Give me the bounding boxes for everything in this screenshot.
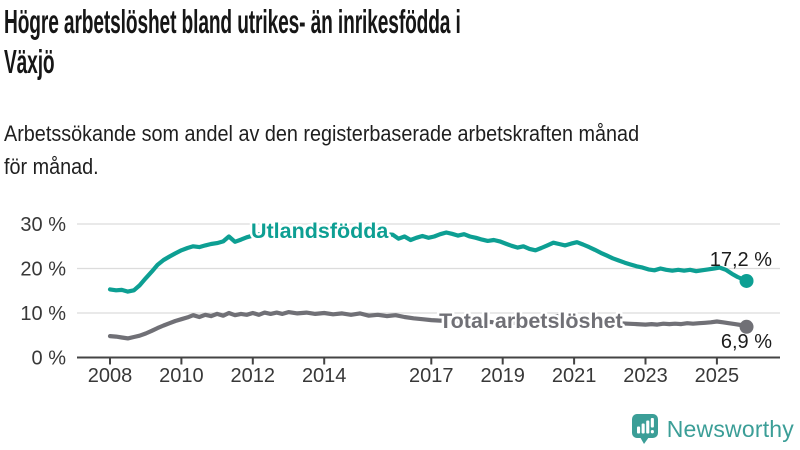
logo-bar-small	[636, 426, 640, 433]
logo-exclamation-dot	[650, 429, 654, 433]
y-axis-tick-label: 0 %	[32, 348, 67, 370]
logo-exclamation-bar	[650, 417, 654, 427]
logo-bar-tall	[645, 420, 650, 433]
series-line-utlandsfodda	[107, 230, 749, 294]
page-title: Högre arbetslöshet bland utrikes- än inr…	[4, 2, 461, 82]
series-end-dot-utlandsfodda	[739, 273, 754, 288]
newsworthy-logo: Newsworthy	[631, 411, 794, 447]
logo-bar-medium	[641, 423, 645, 433]
y-axis-tick-label: 10 %	[20, 303, 66, 325]
series-end-value-label-total: 6,9 %	[721, 331, 772, 353]
y-axis-tick-label: 30 %	[20, 214, 66, 236]
series-inline-label-utlandsfodda: Utlandsfödda	[251, 219, 389, 243]
x-axis-tick-label: 2017	[409, 365, 454, 387]
series-inline-label-total: Total arbetslöshet	[439, 309, 623, 333]
title-line-1: Högre arbetslöshet bland utrikes- än inr…	[4, 3, 461, 40]
x-axis-tick-label: 2008	[88, 365, 133, 387]
subtitle-line-1: Arbetssökande som andel av den registerb…	[4, 121, 640, 146]
x-axis-tick-label: 2025	[695, 365, 740, 387]
x-axis-tick-label: 2014	[302, 365, 347, 387]
newsworthy-logo-icon	[631, 413, 658, 444]
x-axis-tick-label: 2023	[623, 365, 668, 387]
series-end-dot-total	[739, 319, 754, 334]
chart-subtitle: Arbetssökande som andel av den registerb…	[4, 117, 639, 183]
subtitle-line-2: för månad.	[4, 154, 99, 179]
newsworthy-brand-name: Newsworthy	[666, 415, 794, 442]
x-axis-tick-label: 2010	[159, 365, 204, 387]
series-end-value-label-utlandsfodda: 17,2 %	[710, 249, 772, 271]
series-line-total	[107, 310, 749, 341]
x-axis-tick-label: 2019	[480, 365, 525, 387]
x-axis-tick-label: 2012	[231, 365, 276, 387]
title-line-2: Växjö	[4, 43, 55, 80]
x-axis-tick-label: 2021	[552, 365, 597, 387]
y-axis-tick-label: 20 %	[20, 259, 66, 281]
